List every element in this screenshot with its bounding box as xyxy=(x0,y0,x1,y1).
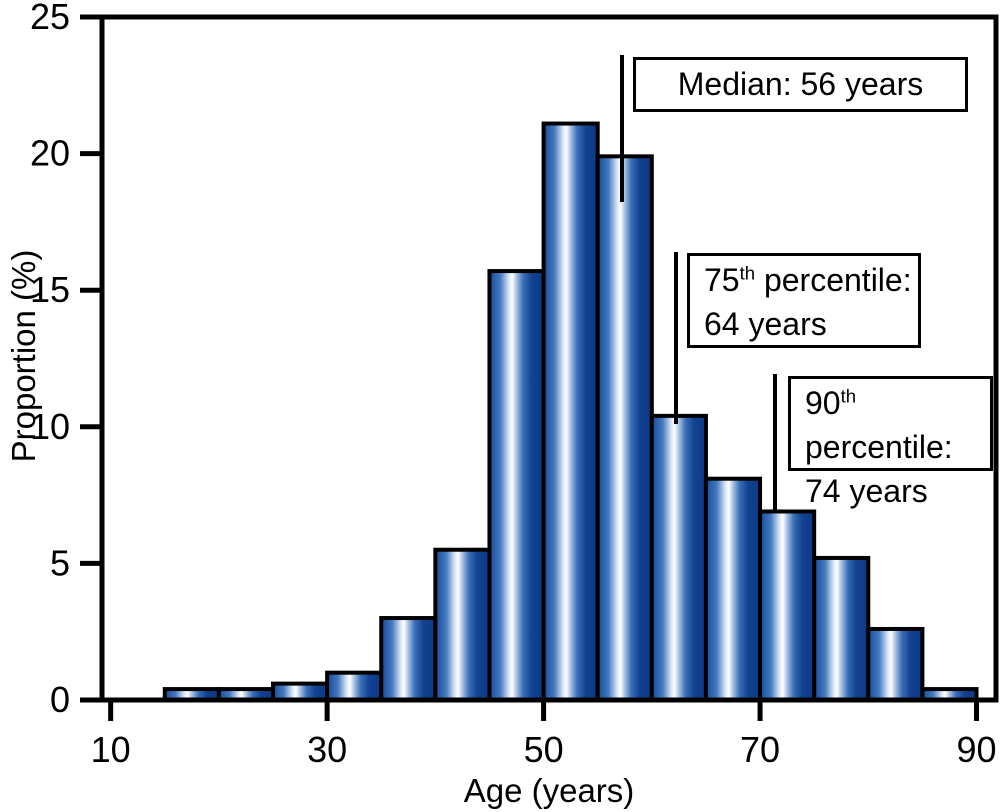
histogram-bar xyxy=(595,154,654,703)
histogram-bar xyxy=(703,476,763,703)
p90-annotation-line1: 90th percentile: xyxy=(805,381,984,469)
y-tick-label: 25 xyxy=(30,0,70,37)
histogram-bar xyxy=(433,547,492,702)
histogram-bar xyxy=(541,121,600,703)
p90-value: 90 xyxy=(805,385,841,421)
p75-annotation-line2: 64 years xyxy=(704,306,827,342)
x-tick-label: 70 xyxy=(740,729,780,770)
y-axis-title: Proportion (%) xyxy=(5,249,42,463)
p90-annotation-line2: 74 years xyxy=(805,473,928,509)
y-tick-label: 5 xyxy=(50,542,70,583)
median-annotation-box: Median: 56 years xyxy=(633,57,968,112)
p75-annotation-line1: 75th percentile: xyxy=(704,258,912,302)
p90-annotation-box: 90th percentile: 74 years xyxy=(788,376,993,509)
superscript-th: th xyxy=(739,262,756,284)
p75-annotation-box: 75th percentile: 64 years xyxy=(687,253,921,348)
y-tick-label: 0 xyxy=(50,679,70,720)
x-tick-label: 10 xyxy=(91,729,131,770)
histogram-bar xyxy=(379,616,438,702)
x-tick-label: 90 xyxy=(956,729,996,770)
histogram-bar xyxy=(758,509,817,702)
median-annotation-text: Median: 56 years xyxy=(677,66,924,102)
p75-label: percentile: xyxy=(755,262,912,298)
histogram-bar xyxy=(649,413,708,702)
y-tick-label: 20 xyxy=(30,133,70,174)
histogram-bar xyxy=(487,269,546,702)
superscript-th: th xyxy=(840,385,857,407)
p90-label: percentile: xyxy=(805,429,953,465)
y-tick-label: 10 xyxy=(30,406,70,447)
x-axis-title: Age (years) xyxy=(463,772,635,809)
plot-frame xyxy=(99,14,999,703)
histogram-bar xyxy=(812,555,871,702)
p75-value: 75 xyxy=(704,262,740,298)
histogram-bar xyxy=(325,670,384,702)
x-tick-label: 50 xyxy=(524,729,564,770)
y-tick-label: 15 xyxy=(30,269,70,310)
histogram-bar xyxy=(866,626,925,703)
x-tick-label: 30 xyxy=(307,729,347,770)
